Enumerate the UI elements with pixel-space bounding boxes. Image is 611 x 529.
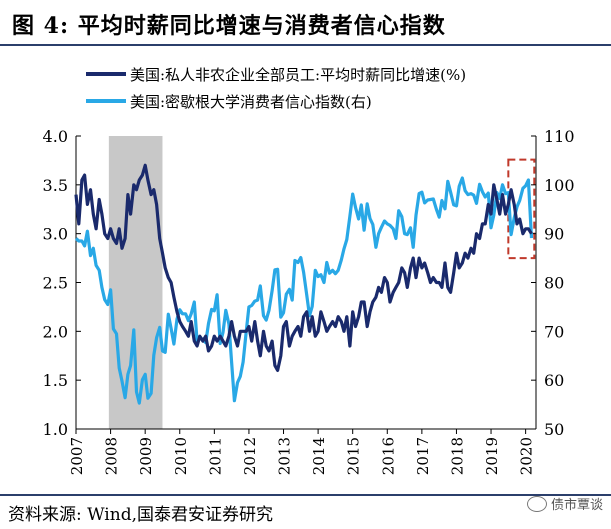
y-left-tick-label: 2.5 (43, 274, 68, 293)
title-rule (0, 44, 611, 46)
x-tick-label: 2009 (137, 437, 155, 475)
x-tick-label: 2018 (448, 437, 466, 475)
y-left-tick-label: 1.0 (43, 420, 68, 439)
figure-title: 图 4: 平均时薪同比增速与消费者信心指数 (12, 13, 446, 39)
x-tick-label: 2020 (518, 437, 536, 475)
x-tick-label: 2012 (241, 437, 259, 475)
y-right-tick-label: 100 (544, 176, 575, 195)
axes: 1.0 1.5 2.0 2.5 3.0 3.5 4.0 50 60 70 80 90 100 110 200… (43, 127, 575, 475)
watermark-text: 债市覃谈 (550, 498, 603, 513)
legend-label: 美国:私人非农企业全部员工:平均时薪同比增速(%) (130, 66, 466, 84)
x-tick-label: 2017 (414, 437, 432, 475)
legend-label: 美国:密歇根大学消费者信心指数(右) (130, 93, 372, 111)
series-lines (74, 163, 534, 405)
wage-growth-line (74, 163, 533, 372)
x-tick-label: 2015 (345, 437, 363, 475)
y-left-tick-label: 2.0 (43, 322, 68, 341)
wechat-icon (526, 495, 547, 512)
x-tick-label: 2008 (103, 437, 121, 475)
source-note: 资料来源: Wind,国泰君安证券研究 (8, 505, 273, 525)
y-left-tick-label: 1.5 (43, 371, 68, 390)
x-tick-label: 2013 (276, 437, 294, 475)
x-tick-label: 2010 (172, 437, 190, 475)
y-right-tick-label: 110 (544, 127, 575, 146)
x-tick-label: 2014 (310, 437, 328, 475)
x-tick-label: 2019 (483, 437, 501, 475)
y-left-tick-label: 3.0 (43, 225, 68, 244)
footer-rule (0, 494, 611, 496)
watermark: 债市覃谈 (526, 494, 603, 513)
y-left-tick-label: 4.0 (43, 127, 68, 146)
y-right-tick-label: 50 (544, 420, 564, 439)
chart: 1.0 1.5 2.0 2.5 3.0 3.5 4.0 50 60 70 80 90 100 110 200… (43, 66, 575, 475)
x-tick-label: 2016 (379, 437, 397, 475)
x-tick-label: 2011 (206, 437, 224, 475)
y-right-tick-label: 90 (544, 225, 564, 244)
y-left-tick-label: 3.5 (43, 176, 68, 195)
x-tick-label: 2007 (68, 437, 86, 475)
consumer-sentiment-line (74, 176, 534, 405)
y-right-tick-label: 60 (544, 371, 564, 390)
legend: 美国:私人非农企业全部员工:平均时薪同比增速(%) 美国:密歇根大学消费者信心指数… (86, 66, 466, 111)
y-right-tick-label: 70 (544, 322, 564, 341)
y-right-tick-label: 80 (544, 274, 564, 293)
